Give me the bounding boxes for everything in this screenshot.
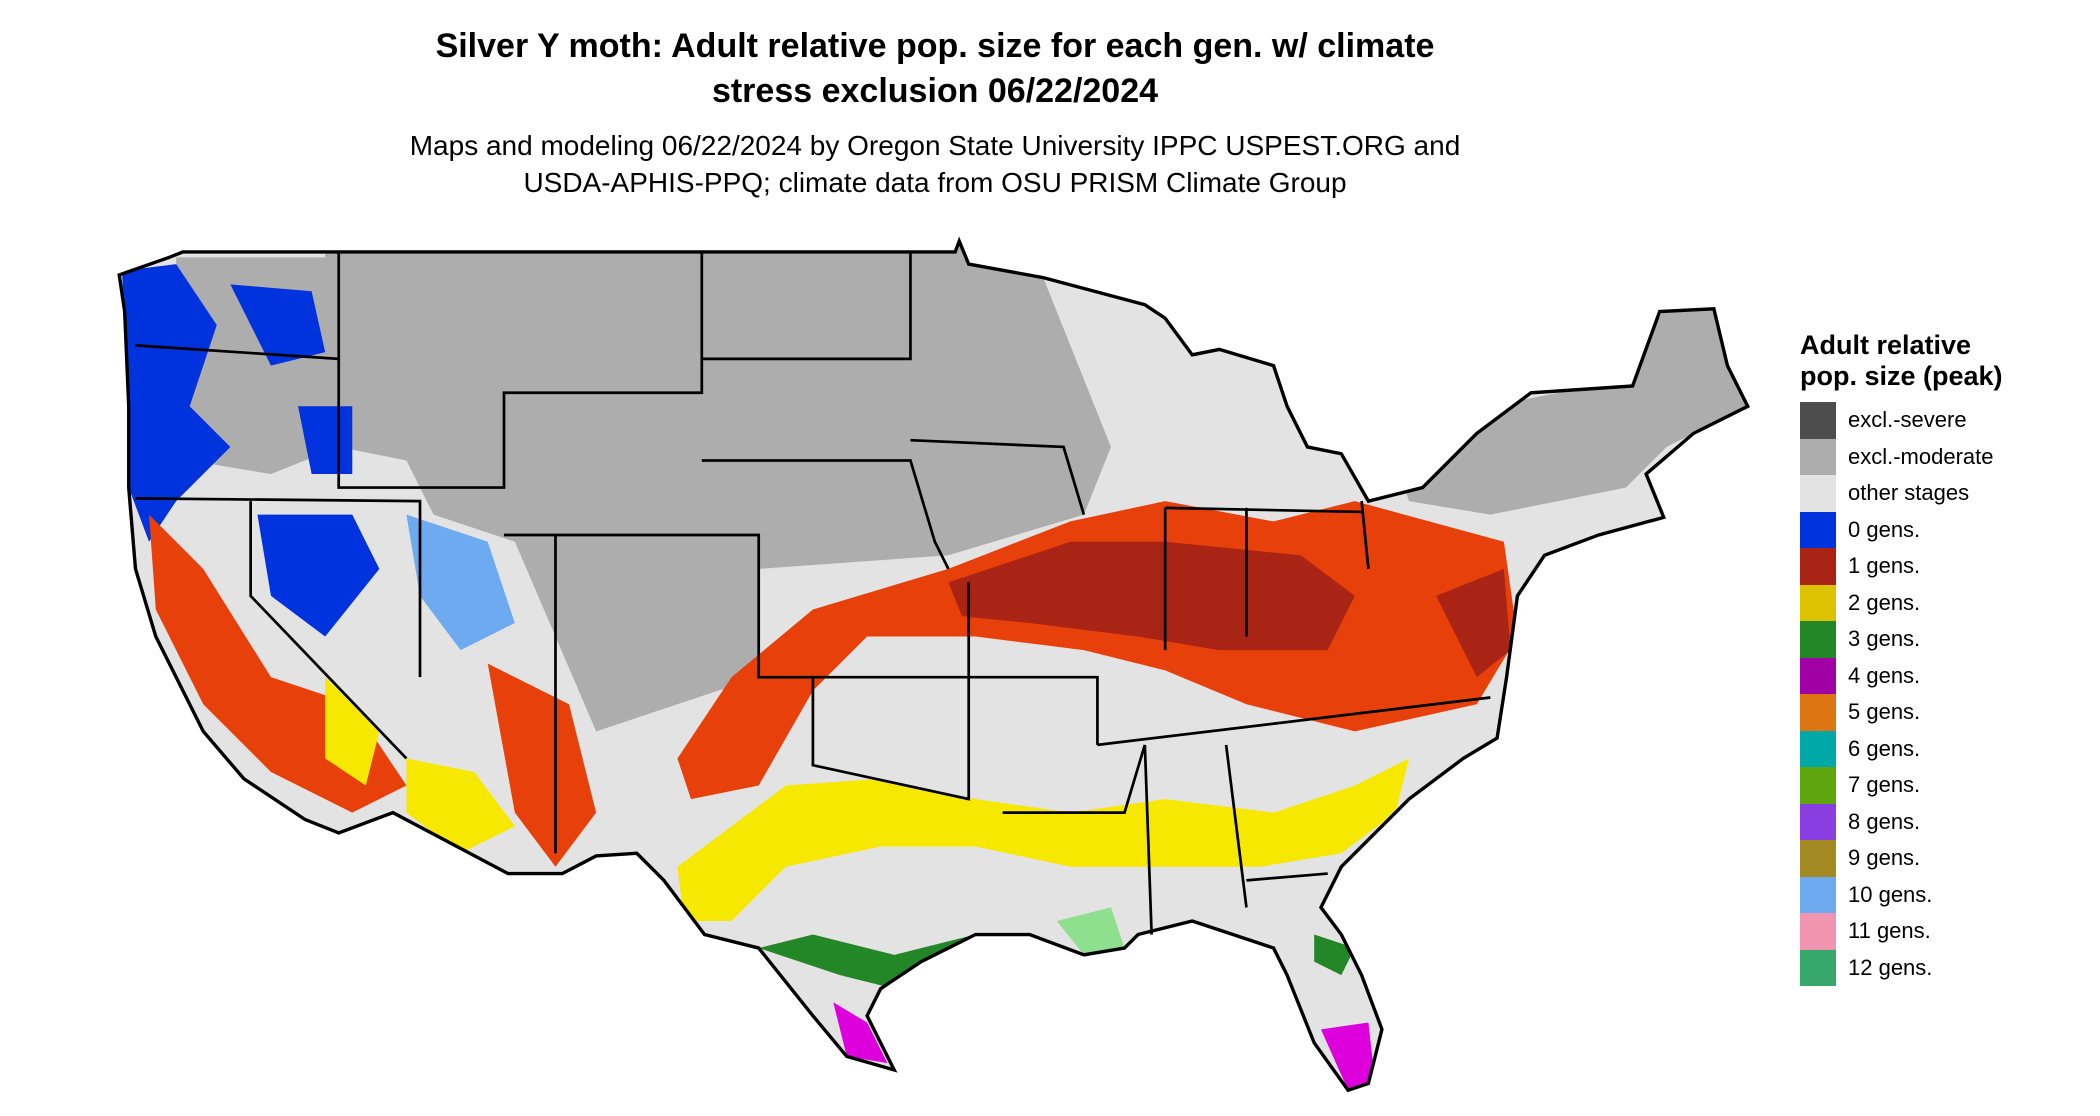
region-10-gens-west bbox=[406, 514, 515, 651]
legend-item: 6 gens. bbox=[1800, 730, 2020, 767]
legend-swatch bbox=[1800, 949, 1836, 986]
legend-label: 9 gens. bbox=[1848, 845, 1921, 871]
legend-swatch bbox=[1800, 913, 1836, 950]
legend-label: 8 gens. bbox=[1848, 808, 1921, 834]
legend-item: 1 gens. bbox=[1800, 548, 2020, 585]
legend-label: 3 gens. bbox=[1848, 626, 1921, 652]
legend-swatch bbox=[1800, 694, 1836, 731]
legend-item: excl.-severe bbox=[1800, 402, 2020, 439]
legend-item: 0 gens. bbox=[1800, 511, 2020, 548]
legend-item: excl.-moderate bbox=[1800, 438, 2020, 475]
legend-label: 12 gens. bbox=[1848, 954, 1933, 980]
us-outline bbox=[117, 236, 1751, 1093]
legend-swatch bbox=[1800, 876, 1836, 913]
legend-label: 2 gens. bbox=[1848, 589, 1921, 615]
region-excl-moderate-north bbox=[325, 243, 1111, 732]
legend-items: excl.-severe excl.-moderate other stages 0 … bbox=[1800, 402, 2020, 986]
legend-swatch bbox=[1800, 621, 1836, 658]
legend-swatch bbox=[1800, 548, 1836, 585]
legend-label: 11 gens. bbox=[1848, 918, 1931, 944]
legend-item: 4 gens. bbox=[1800, 657, 2020, 694]
subtitle-line-1: Maps and modeling 06/22/2024 by Oregon S… bbox=[409, 130, 1461, 161]
legend-title: Adult relative pop. size (peak) bbox=[1800, 330, 2003, 391]
legend-item: 11 gens. bbox=[1800, 913, 2020, 950]
legend-swatch bbox=[1800, 402, 1836, 439]
region-2-gens-band bbox=[677, 758, 1410, 921]
legend-label: 1 gens. bbox=[1848, 553, 1921, 579]
legend-item: 5 gens. bbox=[1800, 694, 2020, 731]
legend-label: 0 gens. bbox=[1848, 516, 1921, 542]
region-1-gens-west bbox=[149, 514, 597, 867]
legend-swatch bbox=[1800, 840, 1836, 877]
legend-swatch bbox=[1800, 438, 1836, 475]
legend-item: 8 gens. bbox=[1800, 803, 2020, 840]
legend-label: 5 gens. bbox=[1848, 699, 1921, 725]
state-borders bbox=[135, 251, 1491, 935]
region-0-gens-idaho bbox=[230, 284, 380, 637]
legend-item: 10 gens. bbox=[1800, 876, 2020, 913]
region-excl-moderate-northeast bbox=[1395, 304, 1748, 515]
legend-item: 9 gens. bbox=[1800, 840, 2020, 877]
region-2-gens-southwest bbox=[325, 677, 515, 854]
legend-item: 7 gens. bbox=[1800, 767, 2020, 804]
legend-label: 6 gens. bbox=[1848, 735, 1921, 761]
region-0-gens-northwest bbox=[121, 264, 231, 542]
legend-item: 3 gens. bbox=[1800, 621, 2020, 658]
legend-item: 2 gens. bbox=[1800, 584, 2020, 621]
legend-swatch bbox=[1800, 730, 1836, 767]
map-title: Silver Y moth: Adult relative pop. size … bbox=[335, 24, 1535, 114]
legend-label: 4 gens. bbox=[1848, 662, 1921, 688]
legend-item: other stages bbox=[1800, 475, 2020, 512]
legend-item: 12 gens. bbox=[1800, 949, 2020, 986]
map-subtitle: Maps and modeling 06/22/2024 by Oregon S… bbox=[335, 127, 1535, 201]
region-light-green-gulf bbox=[1056, 907, 1125, 955]
legend: Adult relative pop. size (peak) excl.-se… bbox=[1800, 330, 2020, 986]
legend-swatch bbox=[1800, 657, 1836, 694]
legend-label: excl.-moderate bbox=[1848, 443, 1994, 469]
legend-swatch bbox=[1800, 767, 1836, 804]
region-1-gens-core bbox=[948, 541, 1511, 678]
subtitle-line-2: USDA-APHIS-PPQ; climate data from OSU PR… bbox=[523, 167, 1347, 198]
title-line-2: stress exclusion 06/22/2024 bbox=[711, 72, 1159, 110]
legend-swatch bbox=[1800, 803, 1836, 840]
legend-label: 7 gens. bbox=[1848, 772, 1921, 798]
region-4-gens-florida bbox=[833, 1002, 1376, 1091]
legend-label: excl.-severe bbox=[1848, 407, 1967, 433]
legend-label: other stages bbox=[1848, 480, 1970, 506]
legend-label: 10 gens. bbox=[1848, 881, 1933, 907]
legend-swatch bbox=[1800, 475, 1836, 512]
title-line-1: Silver Y moth: Adult relative pop. size … bbox=[435, 27, 1435, 65]
map-fill bbox=[119, 241, 1748, 1091]
legend-swatch bbox=[1800, 584, 1836, 621]
legend-swatch bbox=[1800, 511, 1836, 548]
